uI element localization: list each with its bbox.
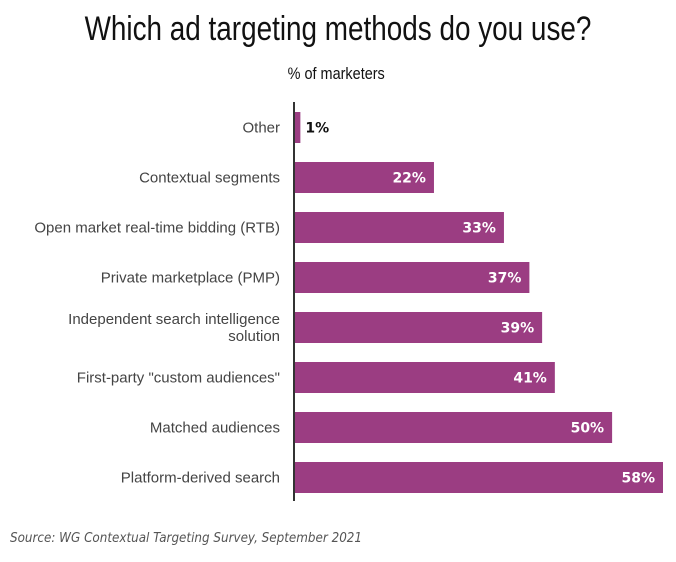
- chart-title: Which ad targeting methods do you use?: [84, 10, 592, 48]
- value-label: 39%: [501, 321, 535, 337]
- value-label: 41%: [513, 371, 547, 387]
- bar: [294, 312, 543, 343]
- bar: [294, 262, 530, 293]
- category-label: Contextual segments: [139, 170, 280, 187]
- source-note: Source: WG Contextual Targeting Survey, …: [10, 531, 363, 546]
- category-label: Open market real-time bidding (RTB): [34, 220, 280, 237]
- bar: [294, 112, 301, 143]
- chart-subtitle: % of marketers: [287, 64, 385, 83]
- category-label: First-party "custom audiences": [77, 370, 280, 387]
- value-label: 50%: [571, 421, 605, 437]
- value-label: 1%: [305, 121, 329, 137]
- category-label: Independent search intelligence: [68, 311, 280, 328]
- bar: [294, 412, 613, 443]
- bar: [294, 462, 663, 493]
- bar: [294, 162, 434, 193]
- bar: [294, 362, 555, 393]
- category-label: Matched audiences: [150, 420, 280, 437]
- bar: [294, 212, 504, 243]
- value-label: 58%: [621, 471, 655, 487]
- category-label: Platform-derived search: [121, 470, 280, 487]
- value-label: 33%: [462, 221, 496, 237]
- value-label: 37%: [488, 271, 522, 287]
- value-label: 22%: [392, 171, 426, 187]
- category-label: Private marketplace (PMP): [101, 270, 280, 287]
- category-label: solution: [228, 328, 280, 345]
- category-label: Other: [242, 120, 280, 137]
